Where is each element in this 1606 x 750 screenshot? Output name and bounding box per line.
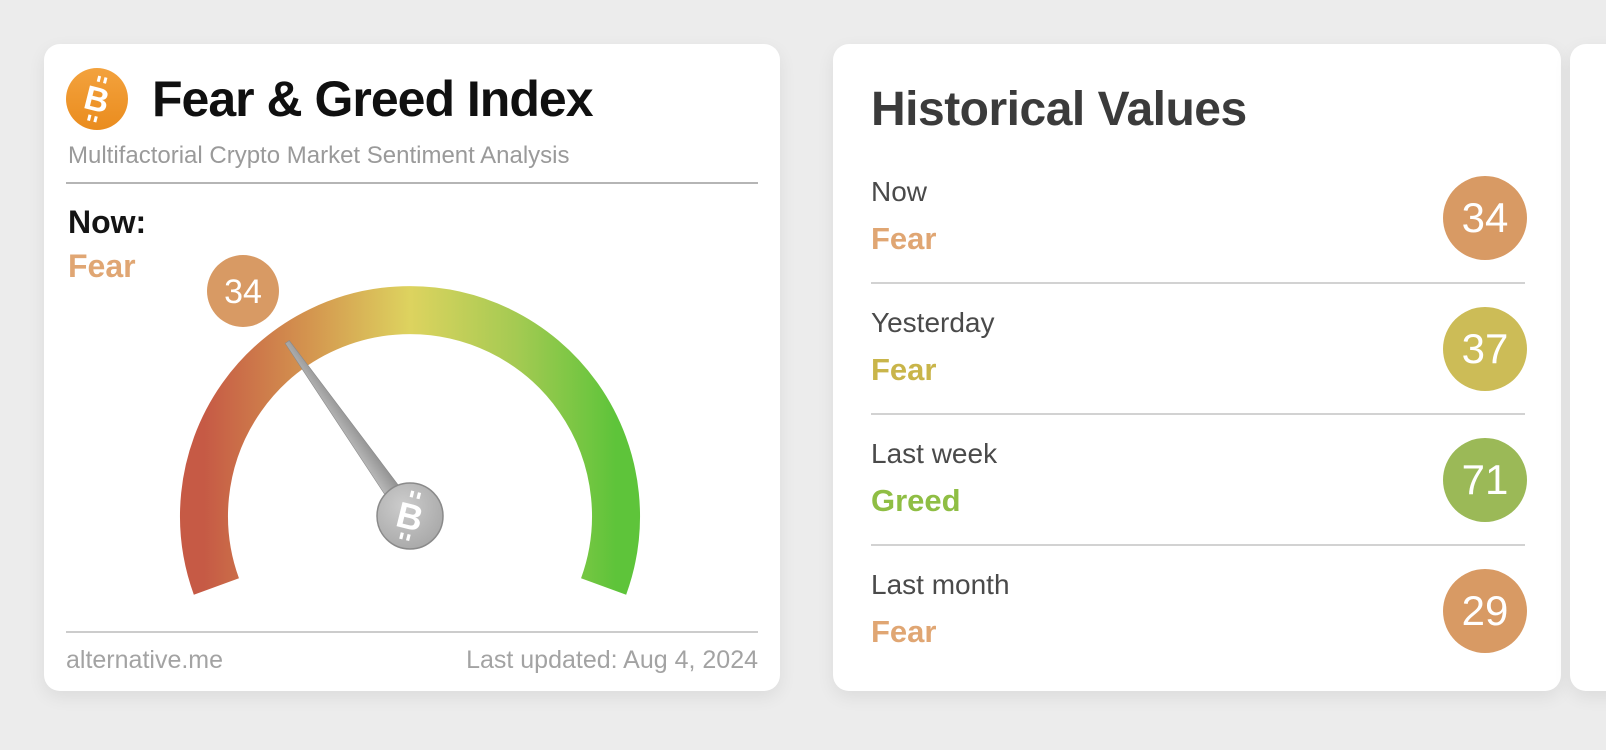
- gauge-value: 34: [224, 273, 262, 311]
- row-sentiment: Fear: [871, 614, 937, 649]
- now-sentiment: Fear: [68, 248, 136, 284]
- historical-row-yesterday: Yesterday Fear 37: [871, 282, 1527, 413]
- next-card-partial: [1570, 44, 1606, 691]
- gauge-svg: B 34: [180, 255, 640, 595]
- row-label: Last month: [871, 569, 1010, 600]
- historical-row-last-week: Last week Greed 71: [871, 413, 1527, 544]
- row-sentiment: Greed: [871, 483, 961, 518]
- row-sentiment: Fear: [871, 221, 937, 256]
- historical-rows: Now Fear 34 Yesterday Fear 37 Last week …: [871, 153, 1527, 675]
- fear-greed-card: B Fear & Greed Index Multifactorial Cryp…: [44, 44, 780, 691]
- row-label: Now: [871, 176, 928, 207]
- last-updated-text: Last updated: Aug 4, 2024: [466, 646, 758, 674]
- row-sentiment: Fear: [871, 352, 937, 387]
- historical-values-card: Historical Values Now Fear 34 Yesterday …: [833, 44, 1561, 691]
- historical-title: Historical Values: [871, 83, 1247, 136]
- value-badge: 37: [1443, 306, 1527, 391]
- row-label: Yesterday: [871, 307, 995, 338]
- header-divider: [66, 182, 758, 184]
- value-badge: 34: [1443, 175, 1527, 260]
- gauge-value-badge: [207, 255, 279, 327]
- bitcoin-logo-icon: B: [66, 68, 128, 130]
- now-label: Now:: [68, 204, 147, 240]
- fear-greed-gauge: B 34: [175, 248, 645, 598]
- card-title: Fear & Greed Index: [152, 71, 593, 127]
- value-badge: 71: [1443, 437, 1527, 522]
- card-footer: alternative.me Last updated: Aug 4, 2024: [66, 631, 758, 675]
- card-subtitle: Multifactorial Crypto Market Sentiment A…: [68, 142, 570, 169]
- value-badge: 29: [1443, 568, 1527, 653]
- row-label: Last week: [871, 438, 998, 469]
- site-link[interactable]: alternative.me: [66, 646, 224, 674]
- gauge-arc: [180, 286, 640, 595]
- historical-row-now: Now Fear 34: [871, 153, 1527, 282]
- fear-greed-header: B Fear & Greed Index: [66, 68, 758, 130]
- historical-row-last-month: Last month Fear 29: [871, 544, 1527, 675]
- gauge-hub: [376, 482, 444, 550]
